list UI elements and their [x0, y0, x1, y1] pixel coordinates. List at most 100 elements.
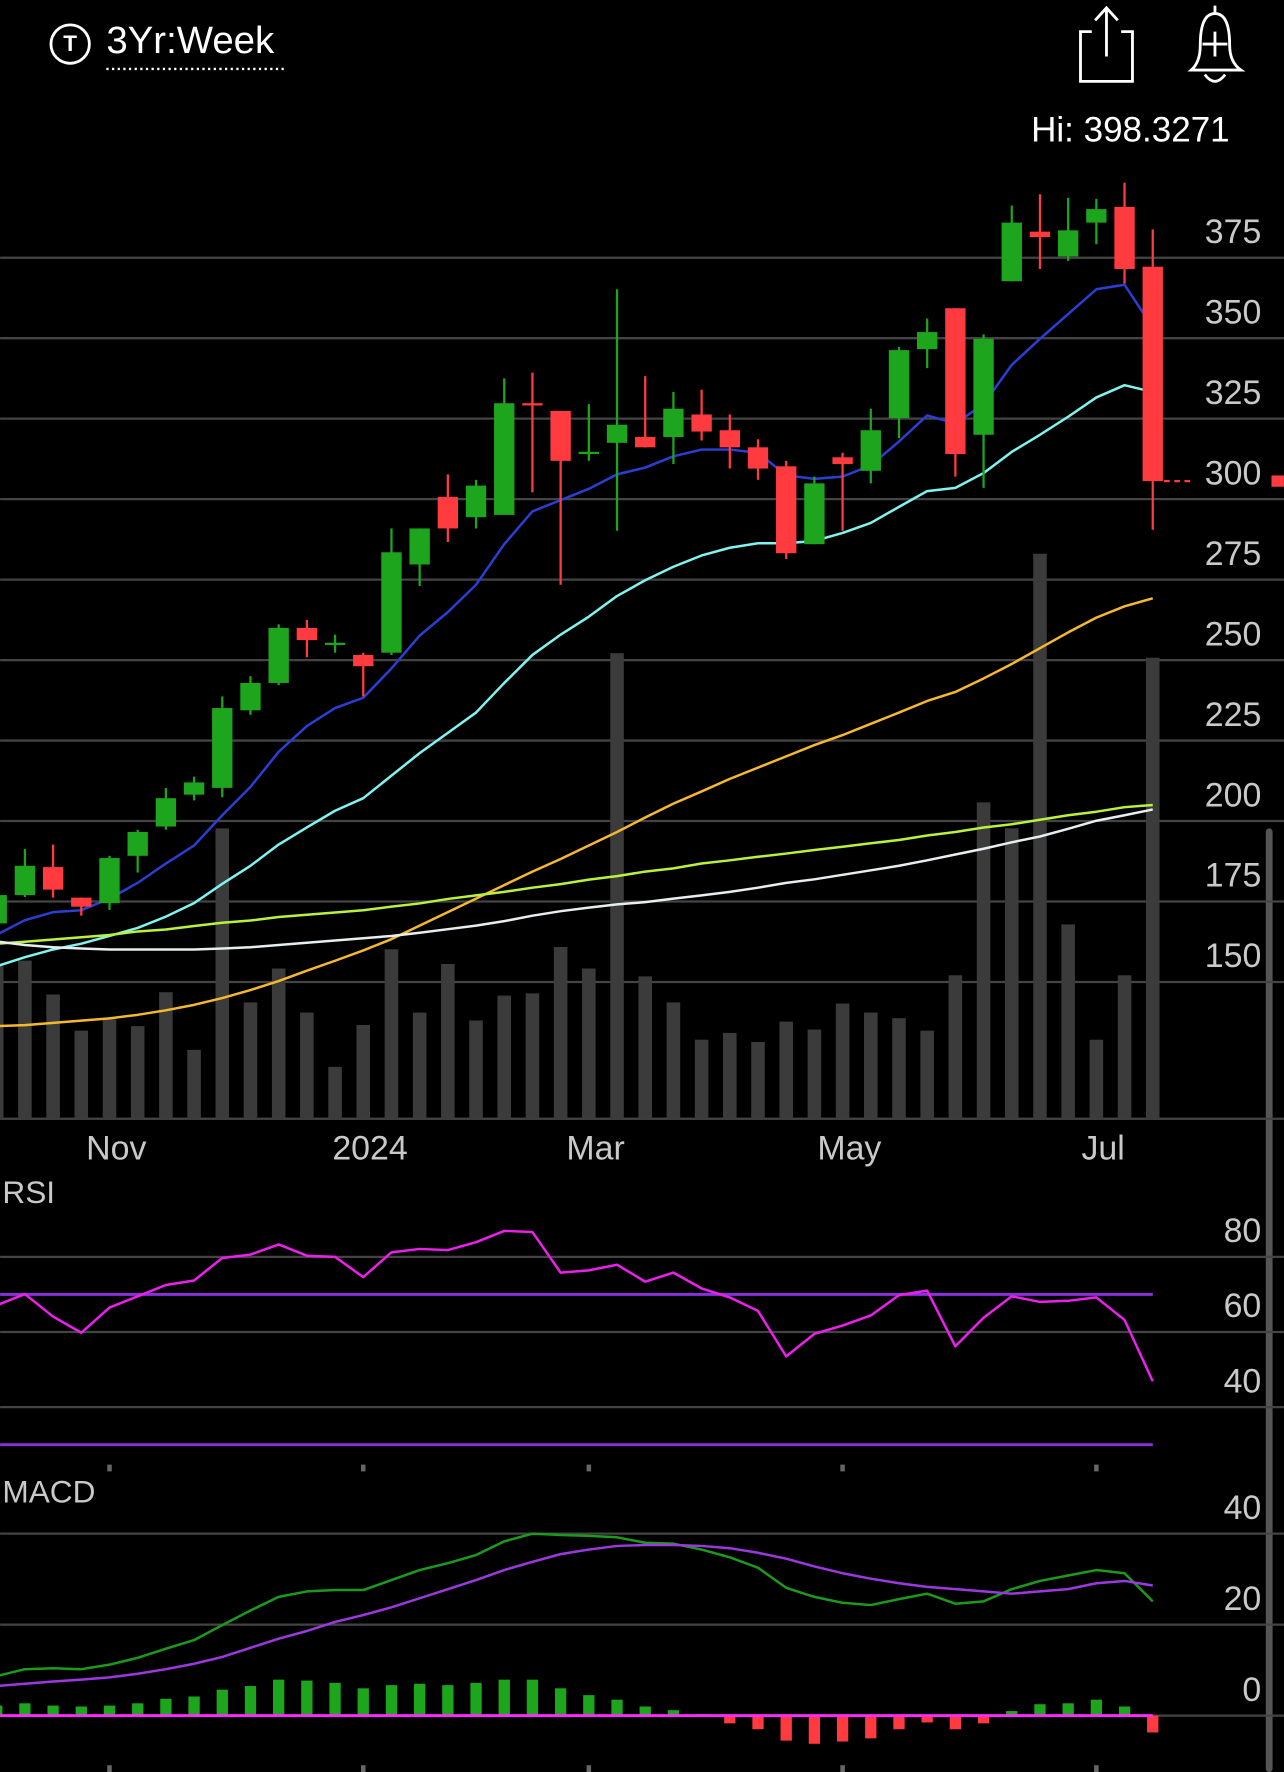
candle-body [1114, 206, 1135, 269]
histogram-bar [1034, 1704, 1046, 1716]
current-price-marker [1271, 475, 1284, 487]
candle-body [691, 414, 712, 432]
candle-body [1057, 230, 1079, 257]
candle-body [183, 782, 205, 795]
x-tick-label: 2024 [332, 1129, 407, 1167]
histogram-bar [385, 1685, 398, 1716]
period-selector[interactable]: T 3Yr:Week [49, 19, 288, 71]
y-tick-label: 150 [1205, 937, 1262, 975]
bell [1187, 12, 1246, 72]
y-tick-label: 200 [1205, 776, 1262, 814]
candle-body [127, 831, 148, 856]
x-tick-label: Nov [86, 1129, 146, 1167]
histogram-bar [1147, 1715, 1159, 1733]
histogram-bar [216, 1689, 228, 1716]
y-tick-label: 20 [1224, 1580, 1262, 1618]
volume-bar [412, 1012, 427, 1119]
volume-bar [835, 1003, 850, 1119]
candle-body [381, 552, 402, 653]
histogram-bar [498, 1679, 510, 1716]
bell-plus [1202, 31, 1228, 57]
volume-bar [469, 1020, 483, 1119]
volume-bar [779, 1021, 793, 1119]
period-icon-letter: T [63, 31, 77, 56]
share-arrow [1094, 5, 1119, 57]
candle-body [99, 858, 120, 904]
candle-body [240, 682, 261, 711]
rsi-line [0, 1229, 1154, 1382]
histogram-bar [244, 1686, 257, 1716]
high-annotation: Hi: 398.3271 [1031, 110, 1230, 149]
volume-bar [553, 947, 568, 1119]
candle-body [550, 410, 571, 461]
candle-body [465, 485, 487, 518]
moving-average-line [0, 803, 1153, 945]
histogram-bar [836, 1715, 849, 1742]
histogram-bar [780, 1715, 792, 1741]
volume-bar [356, 1025, 371, 1119]
volume-bar [1004, 828, 1019, 1119]
candle-body [804, 483, 825, 545]
panel-title: MACD [2, 1473, 95, 1509]
candle-body [606, 424, 628, 443]
y-tick-label: 0 [1242, 1671, 1261, 1709]
macd-line [0, 1543, 1153, 1688]
candle-body [42, 867, 64, 890]
candle-body [1029, 231, 1051, 238]
histogram-bar [865, 1715, 877, 1739]
candle-body [860, 430, 881, 471]
y-tick-label: 300 [1205, 454, 1262, 492]
candle-body [945, 308, 966, 455]
candle-body [494, 403, 515, 515]
y-tick-label: 40 [1224, 1362, 1262, 1400]
candle-body [437, 496, 459, 529]
moving-average-line [0, 597, 1154, 1028]
volume-bar [271, 968, 286, 1119]
y-tick-label: 80 [1224, 1212, 1262, 1250]
histogram-bar [301, 1680, 313, 1716]
volume-bar [497, 995, 512, 1119]
volume-bar [892, 1018, 906, 1119]
histogram-bar [583, 1695, 595, 1716]
histogram-bar [442, 1685, 454, 1716]
scroll-indicator [1265, 828, 1273, 1772]
period-icon [49, 23, 91, 65]
histogram-bar [554, 1688, 567, 1716]
candle-body [212, 708, 233, 788]
y-tick-label: 175 [1205, 857, 1262, 895]
candle-body [71, 897, 92, 907]
volume-bar [864, 1012, 878, 1119]
volume-bar [638, 976, 653, 1119]
candle-body [663, 408, 684, 438]
panel-title: RSI [2, 1174, 55, 1210]
alert-button[interactable] [1187, 5, 1246, 83]
volume-bar [610, 653, 624, 1119]
volume-bar [46, 994, 60, 1119]
volume-bar [976, 802, 991, 1119]
histogram-bar [19, 1703, 31, 1716]
candle-body [578, 451, 599, 455]
histogram-bar [526, 1679, 539, 1716]
volume-bar [1117, 975, 1132, 1119]
volume-bar [1145, 657, 1160, 1119]
y-tick-label: 225 [1205, 696, 1262, 734]
y-tick-label: 325 [1205, 374, 1262, 412]
histogram-bar [1118, 1706, 1131, 1716]
volume-bar [582, 968, 596, 1119]
y-tick-label: 250 [1205, 615, 1262, 653]
x-tick-label: May [817, 1129, 881, 1167]
candle-body [268, 627, 289, 683]
volume-bar [159, 992, 173, 1119]
share-button[interactable] [1079, 5, 1134, 83]
histogram-bar [273, 1679, 285, 1716]
candle-body [917, 332, 938, 350]
volume-bar [0, 966, 4, 1119]
histogram-bar [75, 1706, 87, 1716]
volume-bar [187, 1049, 201, 1119]
volume-bar [1061, 924, 1075, 1119]
volume-bar [751, 1041, 765, 1119]
candle-body [973, 338, 994, 435]
volume-bar [807, 1029, 822, 1119]
y-tick-label: 375 [1205, 213, 1262, 251]
